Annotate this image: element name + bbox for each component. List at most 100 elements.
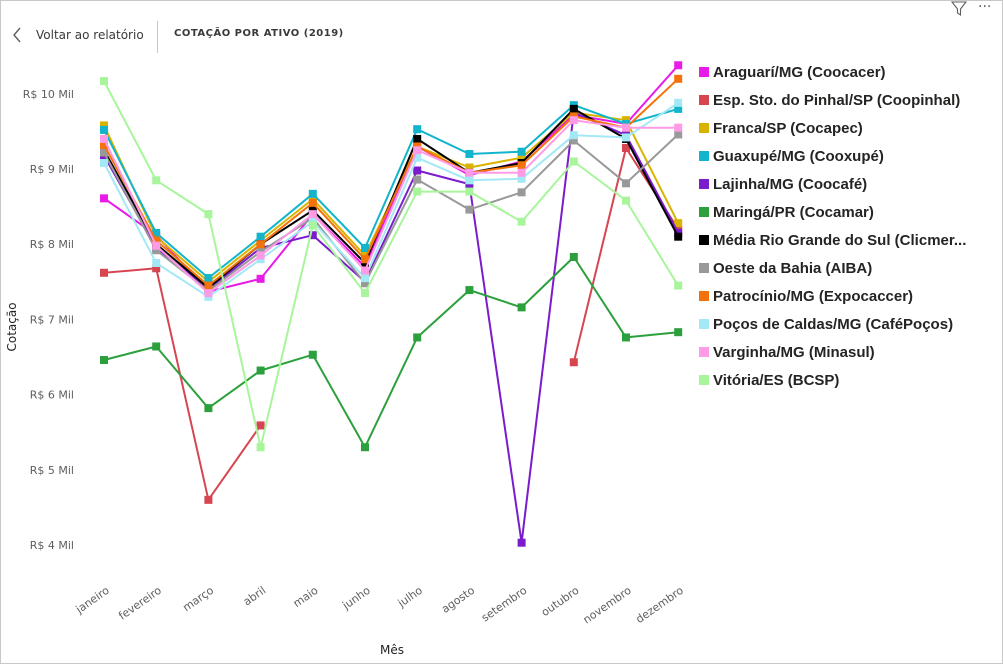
data-point-marker: [413, 125, 422, 134]
legend-label: Araguarí/MG (Coocacer): [713, 64, 886, 81]
legend-swatch: [699, 291, 709, 301]
legend-label: Poços de Caldas/MG (CaféPoços): [713, 316, 953, 333]
data-point-marker: [361, 289, 369, 298]
data-point-marker: [517, 153, 526, 162]
data-point-marker: [308, 221, 317, 230]
data-point-marker: [413, 166, 422, 175]
legend-item: Maringá/PR (Cocamar): [699, 204, 874, 221]
legend-label: Guaxupé/MG (Cooxupé): [713, 148, 884, 165]
x-tick-label: outubro: [539, 584, 582, 619]
legend-label: Média Rio Grande do Sul (Clicmer...: [713, 232, 966, 249]
x-tick-label: julho: [395, 584, 425, 611]
y-tick-label: R$ 10 Mil: [23, 88, 74, 101]
data-point-marker: [256, 274, 265, 283]
data-point-marker: [622, 179, 630, 188]
data-point-marker: [465, 149, 474, 158]
data-point-marker: [569, 104, 578, 113]
data-point-marker: [622, 143, 630, 152]
data-point-marker: [465, 176, 474, 185]
more-options-icon[interactable]: ···: [978, 0, 992, 15]
data-point-marker: [361, 279, 369, 288]
series-group: [100, 143, 683, 504]
series-group: [100, 77, 683, 452]
y-axis-title: Cotação: [5, 302, 19, 351]
series-line: [103, 80, 680, 449]
series-line: [103, 104, 679, 279]
series-line: [103, 267, 262, 501]
legend-item: Vitória/ES (BCSP): [699, 372, 839, 389]
data-point-marker: [569, 131, 578, 140]
legend-label: Lajinha/MG (Coocafé): [713, 176, 867, 193]
data-point-marker: [674, 104, 683, 113]
header-divider: [157, 21, 158, 53]
series-line: [103, 78, 679, 287]
data-point-marker: [152, 246, 161, 255]
legend-item: Média Rio Grande do Sul (Clicmer...: [699, 232, 966, 249]
data-point-marker: [152, 264, 161, 273]
legend-swatch: [699, 263, 709, 273]
y-tick-label: R$ 9 Mil: [30, 163, 74, 176]
report-header: Voltar ao relatório COTAÇÃO POR ATIVO (2…: [0, 18, 1003, 54]
data-point-marker: [517, 174, 526, 183]
data-point-marker: [256, 240, 265, 249]
data-point-marker: [517, 538, 526, 547]
data-point-marker: [204, 404, 213, 413]
legend-swatch: [699, 95, 709, 105]
x-tick-label: maio: [291, 584, 321, 610]
data-point-marker: [674, 328, 683, 337]
data-point-marker: [100, 356, 108, 364]
series-group: [100, 74, 683, 290]
data-point-marker: [622, 133, 630, 142]
series-group: [100, 101, 683, 283]
back-to-report-button[interactable]: Voltar ao relatório: [12, 18, 144, 52]
y-tick-label: R$ 5 Mil: [30, 464, 74, 477]
legend-item: Franca/SP (Cocapec): [699, 120, 863, 137]
series-line: [103, 64, 679, 293]
x-tick-label: janeiro: [73, 584, 112, 617]
data-point-marker: [204, 274, 213, 283]
legend-swatch: [699, 235, 709, 245]
y-tick-label: R$ 4 Mil: [30, 539, 74, 552]
series-line: [103, 102, 679, 298]
legend-swatch: [699, 347, 709, 357]
data-point-marker: [674, 232, 683, 241]
data-point-marker: [569, 116, 578, 125]
data-point-marker: [152, 228, 161, 237]
data-point-marker: [674, 281, 683, 290]
legend-swatch: [699, 179, 709, 189]
x-tick-label: fevereiro: [116, 584, 164, 623]
data-point-marker: [204, 495, 213, 504]
data-point-marker: [413, 153, 422, 162]
page-title: COTAÇÃO POR ATIVO (2019): [174, 28, 344, 39]
data-point-marker: [256, 232, 265, 241]
legend-label: Maringá/PR (Cocamar): [713, 204, 874, 221]
series-line: [103, 256, 679, 449]
data-point-marker: [256, 443, 265, 452]
series-group: [100, 116, 683, 298]
data-point-marker: [204, 281, 213, 290]
data-point-marker: [569, 252, 578, 261]
x-tick-label: dezembro: [633, 584, 686, 626]
data-point-marker: [413, 333, 422, 342]
data-point-marker: [413, 175, 422, 184]
legend-swatch: [699, 207, 709, 217]
data-point-marker: [361, 443, 369, 452]
data-point-marker: [152, 342, 161, 351]
series-lines-layer: [100, 61, 683, 547]
data-point-marker: [622, 123, 630, 132]
filter-icon[interactable]: [950, 1, 968, 21]
legend-swatch: [699, 375, 709, 385]
data-point-marker: [152, 176, 161, 185]
series-line: [103, 111, 680, 283]
data-point-marker: [674, 219, 683, 228]
data-point-marker: [100, 140, 108, 149]
data-point-marker: [569, 136, 578, 145]
legend-label: Esp. Sto. do Pinhal/SP (Coopinhal): [713, 92, 960, 109]
data-point-marker: [465, 168, 474, 177]
data-point-marker: [674, 123, 683, 132]
x-tick-label: agosto: [439, 584, 477, 616]
data-point-marker: [361, 274, 369, 283]
data-point-marker: [517, 168, 526, 177]
data-point-marker: [465, 205, 474, 214]
chevron-left-icon: [12, 27, 22, 43]
